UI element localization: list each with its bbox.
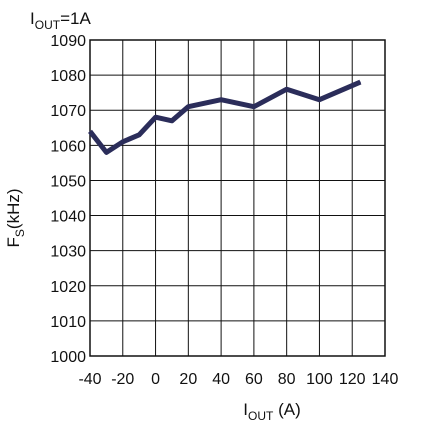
data-point-0-3 [138, 134, 140, 136]
chart-title: IOUT=1A [30, 9, 91, 32]
data-point-0-4 [155, 116, 157, 118]
xlabel-main: I [243, 400, 248, 419]
x-tick-label-7: 100 [306, 371, 333, 388]
title-main: I [30, 9, 35, 28]
ylabel-suffix: (kHz) [4, 188, 23, 229]
x-tick-label-3: 20 [179, 371, 197, 388]
xlabel-suffix: (A) [273, 400, 300, 419]
data-point-0-9 [286, 88, 288, 90]
data-point-0-7 [220, 99, 222, 101]
svg-text:IOUT=1A: IOUT=1A [30, 9, 91, 32]
series-layer [88, 79, 362, 155]
x-tick-label-1: -20 [111, 371, 134, 388]
xlabel-sub: OUT [248, 409, 274, 423]
ylabel-sub: S [13, 229, 27, 237]
title-sub: OUT [35, 18, 61, 32]
data-point-0-1 [105, 151, 107, 153]
ylabel-main: F [4, 237, 23, 247]
grid [89, 39, 386, 357]
y-tick-label-0: 1000 [50, 349, 86, 366]
data-point-0-8 [253, 106, 255, 108]
y-tick-labels: 1000 1010 1020 1030 1040 1050 1060 1070 1080 1090 [50, 33, 86, 366]
y-tick-label-4: 1040 [50, 209, 86, 226]
y-tick-label-1: 1010 [50, 314, 86, 331]
y-axis-title: FS(kHz) [4, 188, 27, 247]
x-tick-label-6: 80 [278, 371, 296, 388]
x-tick-label-2: 0 [151, 371, 160, 388]
data-point-0-11 [359, 81, 361, 83]
x-tick-label-5: 60 [245, 371, 263, 388]
x-tick-label-9: 140 [372, 371, 399, 388]
data-point-0-10 [318, 99, 320, 101]
y-tick-label-5: 1050 [50, 173, 86, 190]
x-tick-label-8: 120 [339, 371, 366, 388]
data-point-0-6 [187, 106, 189, 108]
x-tick-label-0: -40 [78, 371, 101, 388]
svg-text:IOUT (A): IOUT (A) [243, 400, 300, 423]
y-tick-label-6: 1060 [50, 138, 86, 155]
svg-text:FS(kHz): FS(kHz) [4, 188, 27, 247]
data-point-0-0 [89, 130, 91, 132]
y-tick-label-3: 1030 [50, 244, 86, 261]
y-tick-label-2: 1020 [50, 279, 86, 296]
x-tick-label-4: 40 [212, 371, 230, 388]
data-point-0-5 [171, 120, 173, 122]
data-point-0-2 [122, 141, 124, 143]
plot-frame [89, 39, 386, 357]
y-tick-label-9: 1090 [50, 33, 86, 50]
x-axis-title: IOUT (A) [243, 400, 300, 423]
series-line-0 [88, 79, 362, 155]
y-tick-label-7: 1070 [50, 103, 86, 120]
y-tick-label-8: 1080 [50, 68, 86, 85]
title-suffix: =1A [60, 9, 91, 28]
x-tick-labels: -40 -20 0 20 40 60 80 100 120 140 [78, 371, 398, 388]
